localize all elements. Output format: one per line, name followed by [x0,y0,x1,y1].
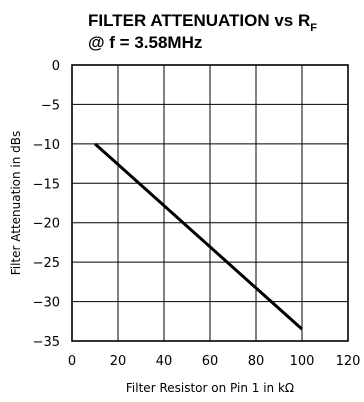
x-tick-label: 120 [336,354,361,369]
y-tick-label: −5 [41,98,60,113]
x-tick-label: 40 [156,354,173,369]
grid-lines [72,65,348,341]
series-line [93,142,304,331]
x-tick-label: 20 [110,354,127,369]
y-tick-label: −15 [33,177,60,192]
y-tick-labels: 0 −5 −10 −15 −20 −25 −30 −35 [33,59,60,350]
series-lines [93,142,304,331]
x-tick-label: 100 [290,354,315,369]
x-tick-label: 60 [202,354,219,369]
x-tick-label: 0 [68,354,76,369]
y-axis-label: Filter Attenuation in dBs [9,131,23,276]
plot-frame [71,64,349,342]
chart-title-line1: FILTER ATTENUATION vs RF [88,11,317,34]
x-tick-label: 80 [248,354,265,369]
x-axis-label: Filter Resistor on Pin 1 in kΩ [126,381,294,395]
chart-title-line2: @ f = 3.58MHz [88,33,202,52]
y-tick-label: 0 [52,59,60,74]
x-tick-labels: 0 20 40 60 80 100 120 [68,354,361,369]
y-tick-label: −30 [33,296,60,311]
y-tick-label: −25 [33,256,60,271]
y-tick-label: −10 [33,138,60,153]
y-tick-label: −35 [33,335,60,350]
y-tick-label: −20 [33,217,60,232]
